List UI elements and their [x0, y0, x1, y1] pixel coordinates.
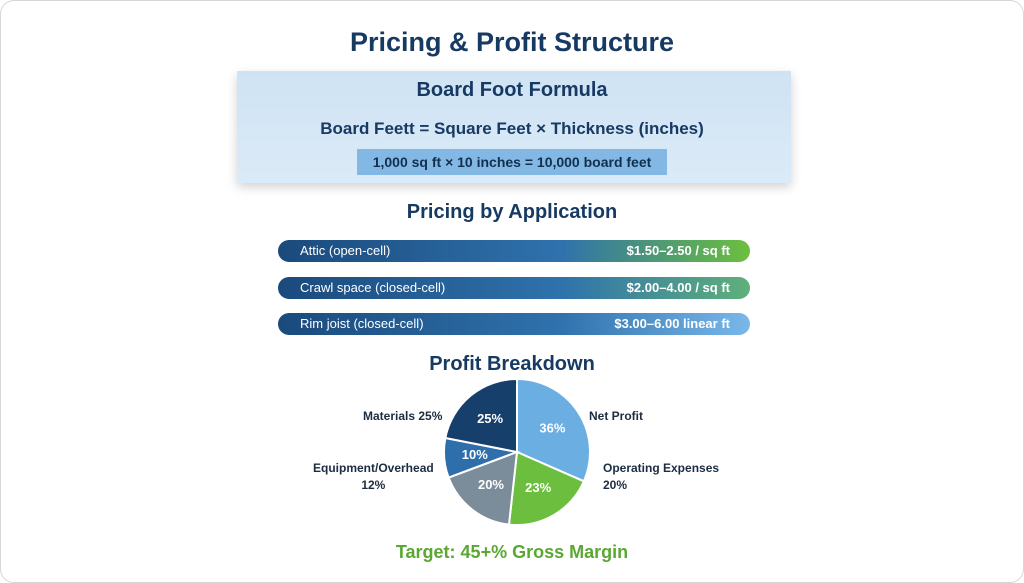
row-label: Rim joist (closed-cell) [300, 316, 424, 331]
slice-label: Net Profit [589, 409, 643, 423]
pie-slice [447, 450, 519, 526]
row-label: Attic (open-cell) [300, 243, 391, 258]
page-title: Pricing & Profit Structure [349, 27, 675, 57]
slice-value-label: 25% [477, 411, 503, 426]
slice-label: Equipment/Overhead 12% [313, 461, 434, 492]
formula-example: 1,000 sq ft × 10 inches = 10,000 board f… [357, 149, 667, 175]
row-label: Crawl space (closed-cell) [300, 280, 446, 295]
slice-value-label: 20% [478, 477, 504, 492]
slice-label: Materials 25% [363, 409, 443, 423]
footer-note: Target: 45+% Gross Margin [395, 542, 629, 562]
pricing-row: Attic (open-cell) $1.50–2.50 / sq ft [278, 240, 750, 262]
formula-equation: Board Feett = Square Feet × Thickness (i… [320, 119, 704, 138]
pricing-row: Crawl space (closed-cell) $2.00–4.00 / sq… [278, 277, 750, 299]
pie-slice [516, 377, 591, 483]
pricing-heading: Pricing by Application [406, 201, 618, 223]
row-price: $1.50–2.50 / sq ft [626, 243, 730, 258]
chart-title: Profit Breakdown [429, 353, 595, 375]
slice-label: Operating Expenses 20% [603, 461, 720, 492]
row-price: $2.00–4.00 / sq ft [626, 280, 730, 295]
row-price: $3.00–6.00 linear ft [614, 316, 730, 331]
formula-heading: Board Foot Formula [416, 79, 608, 101]
slice-value-label: 23% [525, 480, 551, 495]
pricing-row: Rim joist (closed-cell) $3.00–6.00 linear… [278, 313, 750, 335]
slice-value-label: 36% [539, 420, 565, 435]
pie-slice [444, 377, 518, 454]
slice-value-label: 10% [462, 447, 488, 462]
pie-slice [507, 450, 586, 526]
